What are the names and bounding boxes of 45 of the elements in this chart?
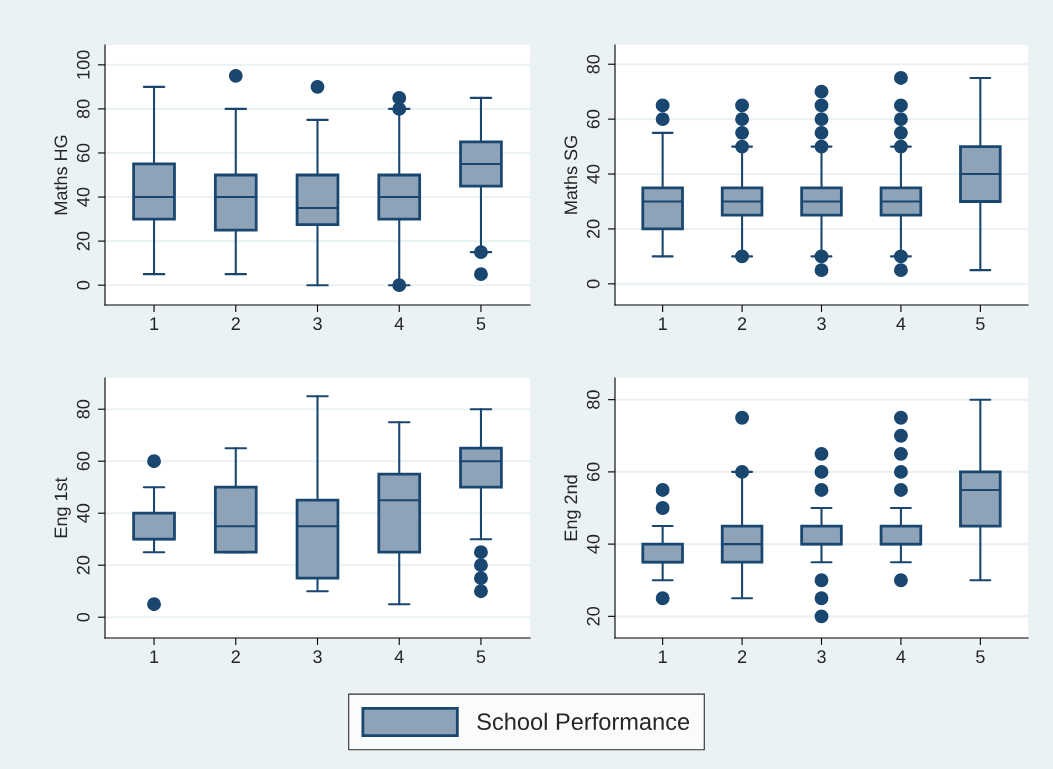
y-tick-label: 40: [76, 503, 90, 523]
x-tick-label: 4: [394, 317, 404, 330]
x-tick-label: 4: [896, 650, 906, 663]
y-tick-label: 60: [586, 462, 600, 482]
x-tick-label: 3: [817, 650, 826, 664]
y-tick-label: 60: [586, 109, 600, 129]
y-tick-label: 80: [76, 99, 90, 119]
y-tick-label: 80: [586, 390, 600, 409]
y-tick-label: 100: [76, 50, 90, 79]
x-tick-label: 5: [976, 650, 985, 664]
y-tick-label: 40: [586, 164, 600, 184]
y-tick-label: 20: [586, 607, 600, 626]
y-tick-label: 20: [76, 231, 90, 251]
legend-label: School Performance: [477, 712, 690, 731]
x-tick-label: 1: [659, 317, 667, 330]
y-tick-label: 0: [586, 279, 600, 289]
y-tick-label: 0: [76, 280, 90, 290]
x-tick-label: 1: [150, 650, 159, 663]
y-tick-label: 20: [586, 219, 600, 239]
x-tick-label: 2: [231, 650, 240, 663]
y-tick-label: 80: [76, 399, 90, 419]
x-tick-label: 2: [737, 650, 747, 663]
x-tick-label: 2: [737, 317, 747, 330]
y-tick-label: 40: [76, 187, 90, 207]
x-tick-label: 5: [976, 317, 985, 331]
y-axis-title: Eng 2nd: [563, 475, 581, 541]
y-tick-label: 80: [586, 54, 600, 74]
x-tick-label: 2: [231, 317, 240, 330]
x-tick-label: 4: [394, 650, 404, 663]
y-axis-title: Maths SG: [563, 136, 578, 214]
x-tick-label: 5: [476, 650, 486, 664]
x-tick-label: 1: [659, 650, 667, 663]
y-tick-label: 60: [76, 451, 90, 471]
y-tick-label: 40: [586, 534, 600, 554]
x-tick-label: 3: [313, 317, 322, 331]
x-tick-label: 5: [476, 317, 486, 331]
x-tick-label: 3: [817, 317, 826, 331]
y-tick-label: 20: [76, 555, 90, 575]
x-tick-label: 3: [313, 650, 322, 664]
y-tick-label: 0: [76, 612, 90, 622]
y-tick-label: 60: [76, 143, 90, 163]
y-axis-title: Maths HG: [53, 135, 68, 215]
x-tick-label: 4: [896, 317, 906, 330]
x-tick-label: 1: [150, 317, 159, 330]
y-axis-title: Eng 1st: [54, 477, 71, 538]
